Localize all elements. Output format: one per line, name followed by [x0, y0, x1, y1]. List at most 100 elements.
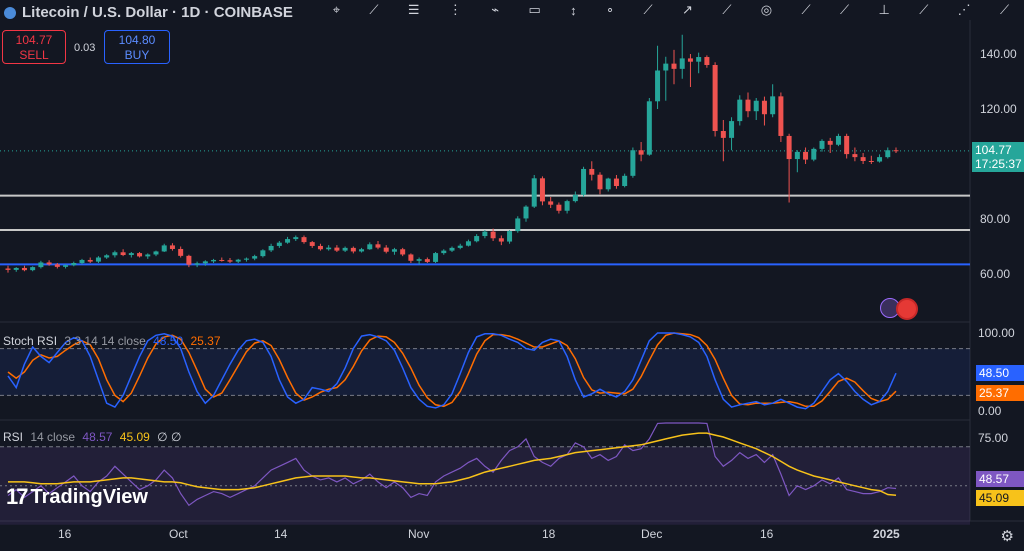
candle-body — [424, 259, 430, 262]
candle-body — [844, 135, 850, 155]
rsi-extra: ∅ ∅ — [157, 430, 182, 444]
candle — [819, 139, 825, 152]
candle-body — [490, 231, 496, 239]
path-icon[interactable]: ⟋ — [722, 2, 732, 17]
candle-body — [720, 131, 726, 138]
ruler-icon[interactable]: ⊥ — [878, 2, 890, 17]
candle-body — [317, 245, 323, 250]
candle-body — [342, 247, 348, 251]
curve-icon[interactable]: ⟋ — [840, 2, 850, 17]
candle — [301, 235, 307, 244]
candle — [655, 45, 661, 109]
text-icon[interactable]: ▭ — [528, 2, 541, 17]
candle — [433, 252, 439, 263]
candle-body — [235, 259, 241, 262]
axes: 140.00 120.00 80.00 60.00 100.00 0.00 75… — [58, 47, 1017, 541]
candle-body — [589, 168, 595, 175]
candle-body — [433, 253, 439, 262]
candle-body — [383, 247, 389, 252]
candle — [638, 142, 644, 162]
node-icon[interactable]: ⋰ — [957, 2, 971, 17]
event-markers[interactable] — [880, 298, 918, 320]
candle-body — [613, 178, 619, 186]
candle-body — [572, 194, 578, 202]
anchor-icon[interactable]: ⟋ — [919, 2, 929, 17]
candle-body — [227, 260, 233, 262]
candle — [285, 236, 291, 244]
candle-body — [761, 100, 767, 115]
crosshair-icon[interactable]: ⌖ — [332, 2, 341, 17]
candle — [178, 246, 184, 258]
candle — [712, 62, 718, 137]
candle-body — [128, 253, 134, 256]
candle-body — [548, 201, 554, 205]
projection-icon[interactable]: ↗ — [682, 2, 693, 17]
candle — [860, 153, 866, 164]
symbol-title[interactable]: Litecoin / U.S. Dollar · 1D · COINBASE — [4, 4, 293, 21]
time-label-oct: Oct — [169, 527, 188, 541]
candle — [778, 92, 784, 142]
candle-body — [671, 63, 677, 69]
stoch-legend[interactable]: Stoch RSI 3 3 14 14 close 48.50 25.37 — [3, 334, 225, 348]
candle — [811, 147, 817, 162]
candle-body — [326, 247, 332, 250]
candle-body — [498, 238, 504, 242]
spread-value: 0.03 — [74, 42, 96, 54]
fib-icon[interactable]: ⋮ — [448, 2, 462, 17]
candle-body — [827, 140, 833, 145]
candle-body — [868, 160, 874, 162]
candle — [334, 245, 340, 252]
candle-body — [95, 257, 101, 262]
candle — [663, 56, 669, 101]
arrow-icon[interactable]: ◎ — [760, 2, 773, 17]
candle-body — [161, 245, 167, 252]
candle-body — [252, 256, 258, 259]
candle — [243, 257, 249, 262]
candle-body — [104, 255, 110, 258]
rsi-legend[interactable]: RSI 14 close 48.57 45.09 ∅ ∅ — [3, 430, 185, 444]
buy-price: 104.80 — [118, 33, 156, 47]
pattern-icon[interactable]: ⟋ — [643, 2, 653, 17]
time-label-nov: Nov — [408, 527, 429, 541]
candle — [63, 264, 69, 269]
candle — [515, 216, 521, 233]
candle — [276, 241, 282, 248]
tv-logo-icon: 17 — [6, 484, 29, 509]
candle — [424, 257, 430, 263]
candle — [112, 250, 118, 258]
brush-icon[interactable]: ⌁ — [491, 2, 500, 17]
candle-series — [5, 34, 899, 273]
stoch-k-line — [7, 332, 897, 410]
settings-gear-icon[interactable]: ⚙ — [1000, 528, 1014, 545]
stoch-tick-0: 0.00 — [978, 404, 1002, 418]
sell-button[interactable]: 104.77 SELL — [2, 30, 66, 64]
trend-line-icon[interactable]: ⟋ — [369, 2, 379, 17]
candle — [745, 92, 751, 118]
candle-body — [416, 259, 422, 261]
candle — [317, 243, 323, 251]
measure-icon[interactable]: ↕ — [570, 2, 577, 18]
candle-body — [474, 236, 480, 242]
rsi-ma-line — [8, 432, 897, 497]
circle-icon[interactable]: ⟋ — [801, 2, 811, 17]
more-icon[interactable]: ⟋ — [1000, 2, 1010, 17]
candle — [729, 117, 735, 151]
candle-body — [687, 58, 693, 62]
candle — [564, 199, 570, 214]
candle-body — [194, 263, 200, 265]
candle — [605, 177, 611, 192]
candle-body — [835, 135, 841, 145]
sell-label: SELL — [19, 48, 49, 62]
candle — [770, 84, 776, 118]
horizontal-lines[interactable] — [0, 150, 970, 266]
buy-button[interactable]: 104.80 BUY — [104, 30, 170, 64]
horizontal-lines-icon[interactable]: ☰ — [407, 2, 420, 17]
candle-body — [605, 178, 611, 190]
candle — [137, 252, 143, 258]
candle — [827, 137, 833, 153]
candle — [581, 166, 587, 197]
zoom-icon[interactable]: ∘ — [606, 2, 615, 17]
us-flag-icon[interactable] — [896, 298, 918, 320]
candle-body — [408, 254, 414, 261]
